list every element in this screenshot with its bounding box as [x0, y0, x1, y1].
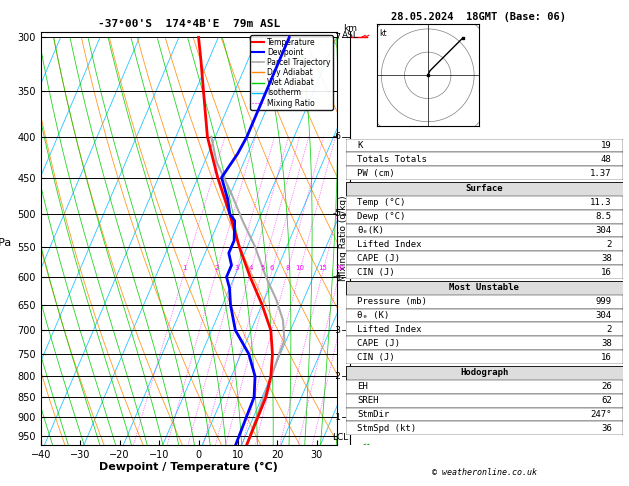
Text: CIN (J): CIN (J) [357, 352, 394, 362]
Text: 2: 2 [606, 240, 611, 249]
Text: 8.5: 8.5 [596, 212, 611, 221]
Text: Dewp (°C): Dewp (°C) [357, 212, 406, 221]
Text: 5: 5 [260, 265, 264, 271]
Text: 38: 38 [601, 254, 611, 263]
Bar [346, 309, 623, 323]
Text: -6: -6 [332, 132, 342, 141]
Bar [346, 421, 623, 435]
Text: ASL: ASL [342, 31, 359, 40]
Text: 36: 36 [601, 424, 611, 433]
Bar [346, 196, 623, 210]
Text: -5: -5 [332, 209, 342, 218]
Text: θₑ (K): θₑ (K) [357, 311, 389, 320]
Text: 15: 15 [319, 265, 328, 271]
Text: -4: -4 [332, 273, 342, 281]
Text: km: km [343, 24, 357, 33]
Text: StmSpd (kt): StmSpd (kt) [357, 424, 416, 433]
Text: 26: 26 [601, 382, 611, 391]
Text: StmDir: StmDir [357, 410, 389, 419]
Text: 2: 2 [214, 265, 219, 271]
Text: 1: 1 [182, 265, 187, 271]
Bar [346, 366, 623, 380]
Text: CAPE (J): CAPE (J) [357, 254, 400, 263]
Text: K: K [357, 141, 362, 150]
Text: LCL: LCL [332, 433, 348, 442]
Text: 62: 62 [601, 396, 611, 405]
X-axis label: Dewpoint / Temperature (°C): Dewpoint / Temperature (°C) [99, 462, 278, 472]
Text: 48: 48 [601, 155, 611, 164]
Text: PW (cm): PW (cm) [357, 169, 394, 178]
Text: EH: EH [357, 382, 368, 391]
Text: SREH: SREH [357, 396, 379, 405]
Text: 8: 8 [285, 265, 290, 271]
Text: Lifted Index: Lifted Index [357, 325, 421, 334]
Text: Mixing Ratio (g/kg): Mixing Ratio (g/kg) [340, 195, 348, 281]
Text: 6: 6 [270, 265, 274, 271]
Text: Lifted Index: Lifted Index [357, 240, 421, 249]
Bar [346, 408, 623, 421]
Bar [346, 139, 623, 153]
Text: 16: 16 [601, 352, 611, 362]
Text: 38: 38 [601, 339, 611, 348]
Text: 10: 10 [296, 265, 304, 271]
Legend: Temperature, Dewpoint, Parcel Trajectory, Dry Adiabat, Wet Adiabat, Isotherm, Mi: Temperature, Dewpoint, Parcel Trajectory… [250, 35, 333, 110]
Text: Most Unstable: Most Unstable [449, 283, 520, 293]
Text: Hodograph: Hodograph [460, 368, 508, 378]
Text: 304: 304 [596, 226, 611, 235]
Bar [346, 238, 623, 251]
Text: -7: -7 [332, 33, 342, 42]
Bar [346, 323, 623, 336]
Text: 2: 2 [606, 325, 611, 334]
Bar [346, 394, 623, 408]
Text: Totals Totals: Totals Totals [357, 155, 427, 164]
Text: 4: 4 [248, 265, 253, 271]
Text: CIN (J): CIN (J) [357, 267, 394, 277]
Text: 304: 304 [596, 311, 611, 320]
Text: 999: 999 [596, 297, 611, 306]
Text: -2: -2 [332, 372, 342, 381]
Text: 28.05.2024  18GMT (Base: 06): 28.05.2024 18GMT (Base: 06) [391, 12, 565, 22]
Bar [346, 295, 623, 309]
Y-axis label: hPa: hPa [0, 238, 11, 248]
Text: © weatheronline.co.uk: © weatheronline.co.uk [432, 468, 537, 477]
Bar [346, 153, 623, 166]
Bar [346, 224, 623, 238]
Bar [346, 380, 623, 394]
Bar [346, 182, 623, 196]
Text: 3: 3 [234, 265, 238, 271]
Text: CAPE (J): CAPE (J) [357, 339, 400, 348]
Text: Surface: Surface [465, 184, 503, 193]
Text: 20: 20 [336, 265, 345, 271]
Title: -37°00'S  174°4B'E  79m ASL: -37°00'S 174°4B'E 79m ASL [97, 19, 280, 30]
Text: 1.37: 1.37 [590, 169, 611, 178]
Text: 247°: 247° [590, 410, 611, 419]
Text: Temp (°C): Temp (°C) [357, 198, 406, 208]
Text: kt: kt [379, 29, 387, 38]
Bar [346, 210, 623, 224]
Bar [346, 265, 623, 279]
Text: 19: 19 [601, 141, 611, 150]
Text: Pressure (mb): Pressure (mb) [357, 297, 427, 306]
Bar [346, 336, 623, 350]
Text: 11.3: 11.3 [590, 198, 611, 208]
Bar [346, 281, 623, 295]
Bar [346, 350, 623, 364]
Text: -1: -1 [332, 413, 342, 421]
Bar [346, 251, 623, 265]
Text: -3: -3 [332, 326, 342, 335]
Text: θₑ(K): θₑ(K) [357, 226, 384, 235]
Text: 16: 16 [601, 267, 611, 277]
Bar [346, 166, 623, 180]
